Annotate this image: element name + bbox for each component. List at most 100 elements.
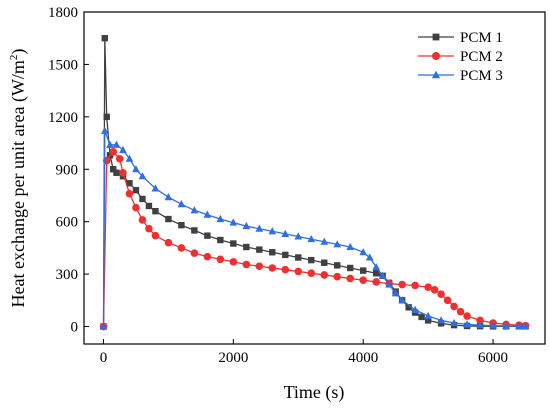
y-tick-label: 1200	[48, 110, 78, 126]
data-point	[281, 265, 290, 274]
data-point	[334, 262, 341, 269]
data-point	[418, 313, 425, 321]
data-point	[430, 286, 439, 294]
data-point	[359, 267, 367, 274]
y-tick-label: 900	[56, 162, 79, 178]
data-point	[119, 145, 127, 154]
data-point	[282, 251, 289, 259]
data-point	[125, 189, 134, 198]
series-layer	[99, 35, 530, 331]
data-point	[145, 202, 153, 210]
data-point	[463, 312, 471, 320]
data-point	[115, 154, 124, 163]
data-point	[99, 322, 108, 330]
data-point	[411, 281, 419, 290]
data-point	[294, 267, 303, 276]
data-point	[101, 35, 108, 42]
data-point	[456, 307, 465, 316]
data-point	[294, 232, 303, 240]
data-point	[125, 154, 134, 162]
data-point	[372, 270, 380, 277]
data-point	[450, 302, 458, 311]
data-point	[333, 240, 342, 248]
data-point	[463, 320, 471, 328]
legend-marker	[432, 52, 440, 60]
data-point	[281, 229, 290, 237]
data-point	[424, 311, 432, 320]
data-point	[204, 232, 211, 239]
data-point	[191, 227, 198, 234]
data-point	[106, 140, 114, 148]
data-point	[203, 252, 212, 261]
axis-ticks: 0 2000 4000 6000 0 300 600 900 1200 1500 1800	[48, 5, 508, 366]
data-point	[295, 254, 302, 261]
data-point	[139, 195, 146, 203]
y-tick-label: 0	[71, 320, 79, 336]
data-point	[320, 271, 329, 279]
data-point	[255, 224, 264, 232]
data-point	[346, 242, 355, 251]
data-point	[398, 280, 406, 289]
data-point	[243, 243, 250, 251]
data-point	[190, 249, 199, 257]
legend-marker	[432, 33, 440, 41]
data-point	[372, 278, 380, 286]
data-point	[256, 246, 263, 253]
data-point	[308, 256, 315, 264]
legend-item-3: PCM 3	[418, 68, 503, 84]
data-point	[230, 240, 237, 247]
data-point	[216, 255, 225, 264]
series-3	[99, 126, 530, 330]
data-point	[119, 168, 127, 177]
data-point	[385, 280, 394, 288]
data-point	[229, 218, 238, 226]
data-point	[165, 215, 172, 223]
data-point	[346, 274, 355, 283]
data-point	[359, 276, 367, 285]
data-point	[378, 271, 387, 279]
data-point	[269, 249, 276, 256]
data-point	[255, 262, 264, 271]
data-point	[521, 322, 530, 330]
data-point	[138, 216, 147, 224]
data-point	[502, 321, 510, 330]
data-point	[203, 210, 212, 218]
data-point	[138, 172, 147, 180]
y-axis-title-main: Heat exchange per unit area (W/m	[8, 60, 29, 307]
series-line	[102, 150, 526, 327]
data-point	[103, 113, 110, 121]
data-point	[145, 224, 153, 233]
data-point	[450, 318, 458, 327]
legend-item-1: PCM 1	[418, 30, 503, 46]
data-point	[229, 258, 238, 266]
x-tick-label: 6000	[478, 350, 508, 366]
data-point	[242, 260, 251, 269]
data-point	[437, 290, 445, 299]
data-point	[132, 187, 140, 194]
data-point	[126, 180, 133, 187]
data-point	[177, 200, 186, 208]
data-point	[164, 238, 173, 247]
data-point	[443, 296, 452, 305]
data-point	[359, 248, 368, 256]
data-point	[178, 221, 185, 229]
x-tick-label: 4000	[348, 350, 378, 366]
series-2	[99, 147, 530, 331]
data-point	[307, 234, 316, 243]
data-point	[164, 193, 173, 201]
data-point	[347, 264, 354, 272]
data-point	[365, 253, 374, 261]
data-point	[424, 283, 432, 292]
data-point	[113, 169, 120, 176]
x-tick-label: 0	[100, 350, 108, 366]
legend-label: PCM 2	[460, 49, 503, 65]
legend-item-2: PCM 2	[418, 49, 503, 65]
data-point	[307, 269, 316, 278]
data-point	[437, 316, 445, 324]
y-tick-label: 300	[56, 267, 79, 283]
data-point	[321, 259, 328, 266]
legend-label: PCM 3	[460, 68, 503, 84]
data-point	[216, 214, 225, 223]
data-point	[109, 147, 118, 156]
data-point	[372, 262, 381, 271]
